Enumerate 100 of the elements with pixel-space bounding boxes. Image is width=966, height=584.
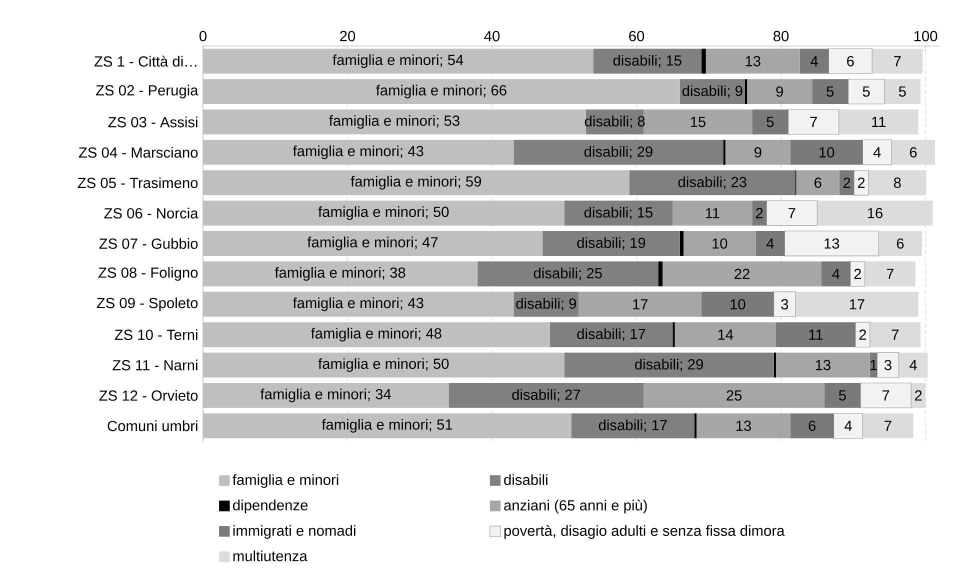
data-label: 13 (736, 420, 751, 431)
bar (850, 261, 866, 287)
data-label: 11 (809, 330, 823, 340)
data-label: famiglia e minori; 43 (292, 297, 424, 312)
bar (629, 170, 796, 196)
bar (696, 413, 790, 438)
data-label: disabili; 25 (534, 268, 602, 280)
data-label: 4 (844, 420, 852, 431)
bar (774, 292, 796, 317)
legend-label: famiglia e minori (232, 474, 338, 488)
bar (203, 261, 478, 286)
data-label: disabili; 9 (516, 298, 576, 311)
bar (876, 352, 900, 378)
y-tick-label: ZS 11 - Narni (112, 360, 198, 370)
data-label: 2 (859, 330, 866, 340)
data-label: disabili; 23 (678, 176, 746, 189)
bar (550, 322, 673, 348)
y-tick-label: ZS 07 - Gubbio (99, 238, 198, 249)
data-label: 10 (712, 238, 728, 249)
data-label: disabili; 29 (635, 358, 703, 372)
legend-label: anziani (65 anni e più) (504, 500, 647, 514)
data-label: 2 (843, 178, 850, 188)
bar (790, 140, 863, 165)
data-label: famiglia e minori; 48 (311, 328, 442, 342)
bar (784, 230, 879, 256)
bar (684, 231, 756, 256)
bar (878, 231, 922, 256)
data-label: 2 (756, 208, 763, 218)
bar (203, 110, 586, 134)
bar (448, 382, 644, 408)
bar (203, 170, 630, 196)
bar (203, 140, 514, 165)
data-label: famiglia e minori; 66 (376, 84, 506, 98)
data-label: 5 (826, 86, 834, 97)
bar (203, 382, 449, 408)
bar (776, 352, 870, 378)
data-label: 8 (894, 178, 901, 188)
legend-label: immigrati e nomadi (233, 525, 356, 539)
data-label: 15 (690, 116, 706, 128)
data-label: disabili; 17 (598, 420, 667, 432)
bar (855, 322, 870, 348)
bar (834, 413, 863, 439)
data-label: famiglia e minori; 54 (332, 54, 464, 68)
data-label: famiglia e minori; 47 (307, 236, 438, 250)
bar (868, 170, 926, 196)
data-label: famiglia e minori; 38 (274, 267, 406, 281)
legend-label: disabili (504, 474, 548, 486)
data-label: 7 (882, 390, 890, 400)
x-tick-label: 40 (484, 30, 500, 42)
data-label: disabili; 9 (682, 85, 742, 98)
bar (564, 352, 774, 378)
bar (911, 382, 926, 408)
legend-label: multiutenza (233, 550, 308, 562)
bar (593, 48, 702, 74)
data-label: famiglia e minori; 51 (322, 418, 452, 433)
y-tick-label: ZS 08 - Foligno (98, 267, 198, 281)
data-label: famiglia e minori; 43 (292, 146, 424, 160)
data-label: 5 (898, 86, 906, 97)
data-label: 10 (820, 147, 834, 158)
bar (848, 78, 885, 104)
data-label: famiglia e minori; 59 (350, 176, 482, 190)
bar (860, 382, 912, 408)
bar (840, 170, 854, 196)
data-label: 11 (872, 116, 886, 127)
data-label: 3 (884, 360, 892, 370)
data-label: disabili; 15 (613, 54, 682, 68)
bar (812, 79, 848, 104)
bar (898, 352, 928, 378)
data-label: famiglia e minori; 50 (318, 206, 449, 220)
bar (838, 110, 918, 134)
bar (747, 79, 812, 104)
data-label: disabili; 15 (584, 206, 652, 220)
bar (694, 413, 697, 438)
bar (672, 200, 752, 226)
bar (680, 231, 684, 256)
bar (817, 200, 933, 226)
data-label: 13 (746, 56, 760, 66)
bar (644, 110, 752, 134)
data-label: 11 (706, 208, 720, 218)
bar (203, 231, 543, 256)
bar (572, 413, 694, 438)
data-label: 6 (910, 147, 917, 158)
data-label: 5 (838, 390, 846, 401)
bar (824, 382, 861, 408)
data-label: disabili; 27 (512, 389, 580, 402)
legend-label: dipendenze (233, 500, 308, 514)
bar (203, 200, 564, 226)
y-tick-label: ZS 10 - Terni (114, 329, 198, 340)
data-label: 6 (808, 420, 816, 431)
bar (203, 292, 514, 317)
data-label: 13 (824, 238, 840, 249)
data-label: 2 (914, 390, 922, 401)
bar (203, 48, 594, 74)
data-label: 4 (810, 56, 818, 66)
data-label: disabili; 19 (577, 237, 646, 250)
x-tick-label: 100 (914, 30, 938, 42)
bar (822, 261, 850, 286)
bar (564, 200, 673, 226)
data-label: famiglia e minori; 53 (329, 115, 460, 129)
bar (864, 261, 916, 286)
